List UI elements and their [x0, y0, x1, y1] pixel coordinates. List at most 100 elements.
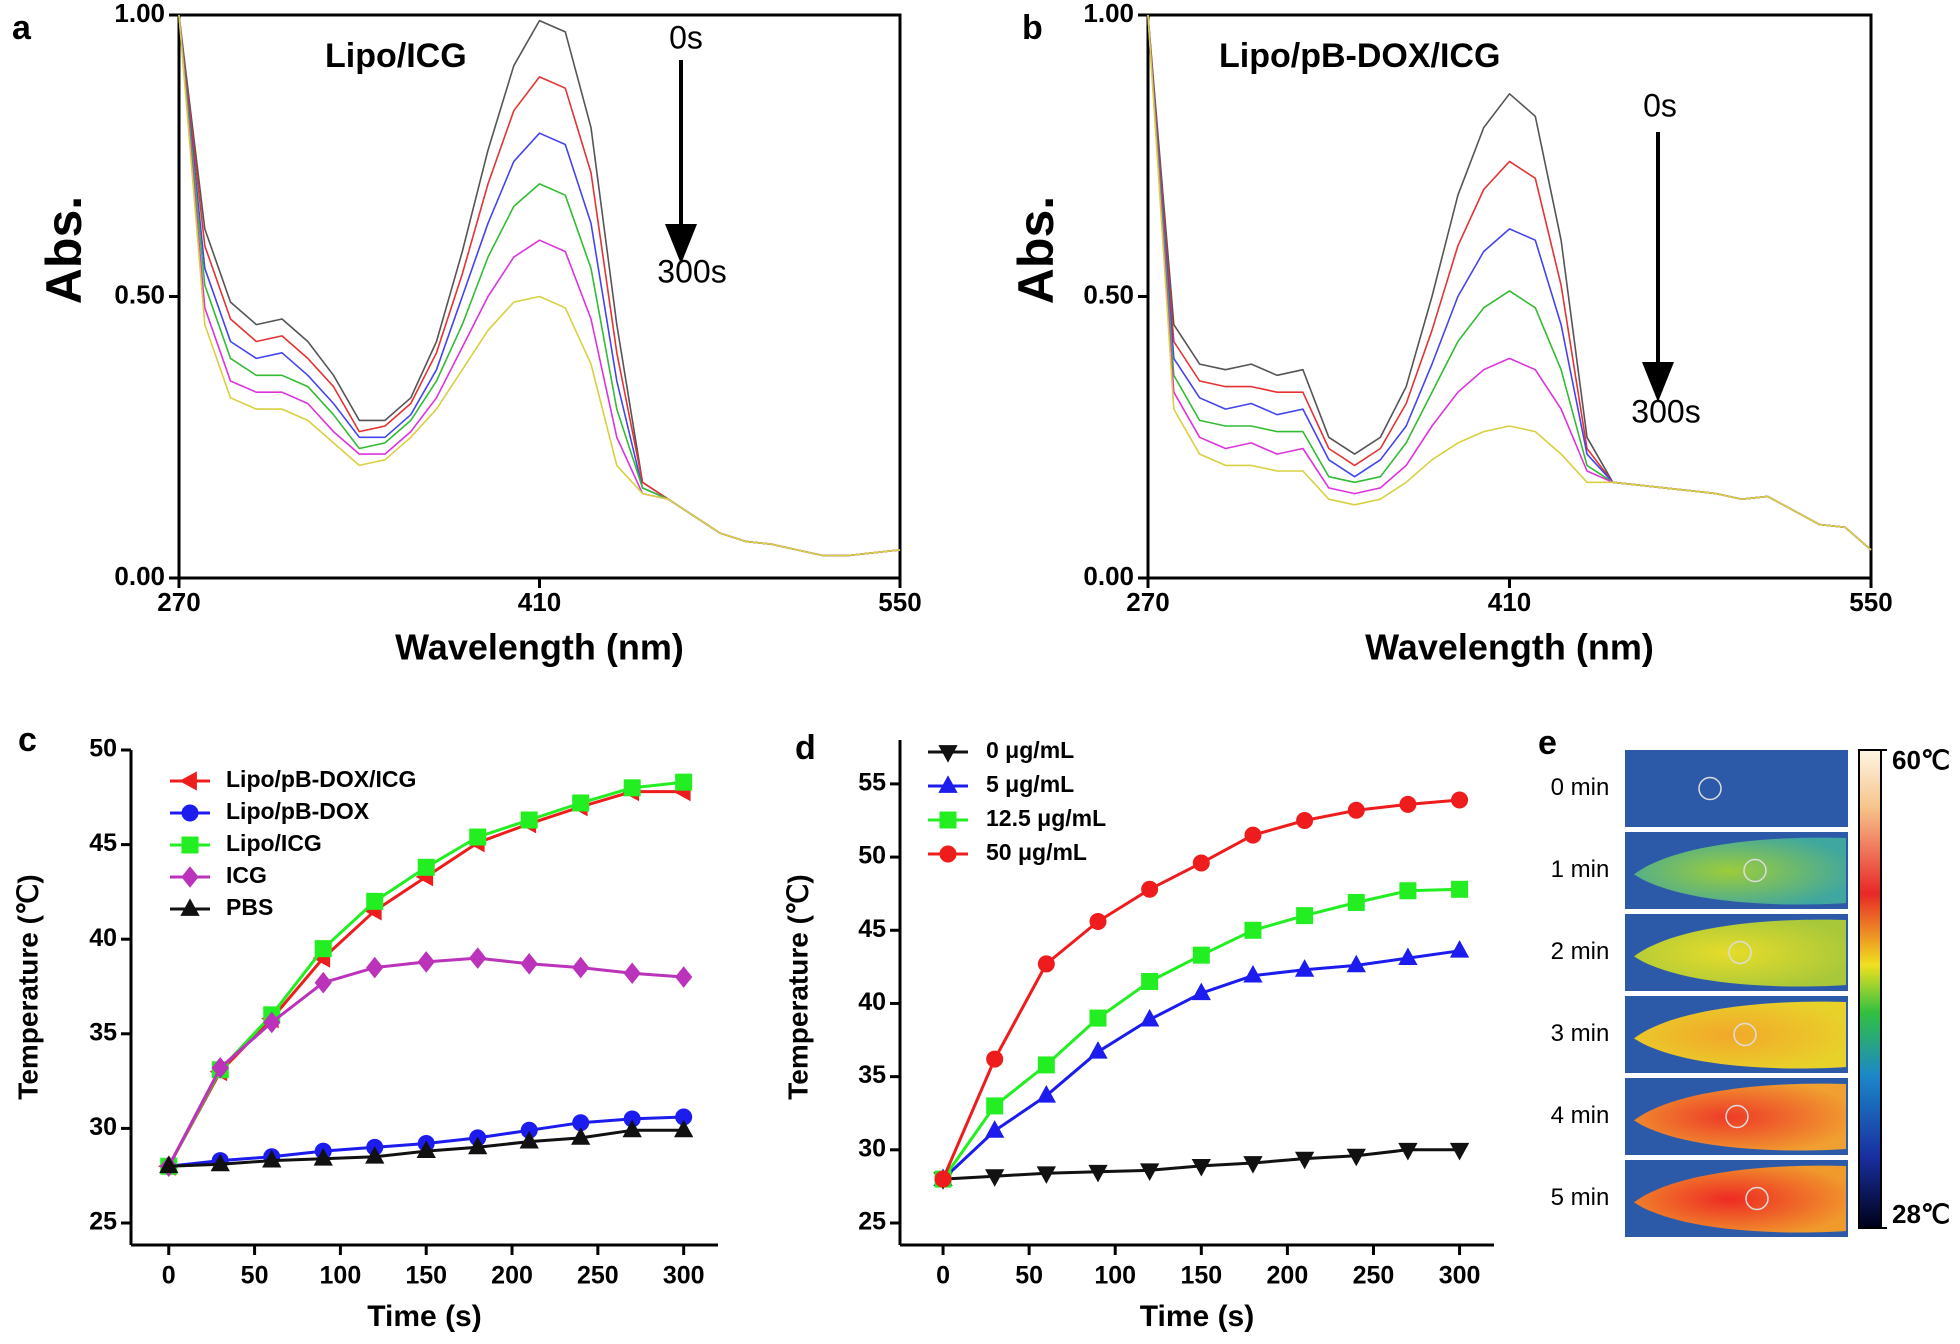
legend-label: Lipo/pB-DOX/ICG: [226, 766, 416, 792]
y-tick-label: 50: [858, 842, 886, 870]
marker: [1451, 791, 1469, 809]
marker: [1347, 893, 1365, 911]
roi-circle: [1745, 1186, 1769, 1211]
marker: [313, 1148, 333, 1166]
heat-spot: [1634, 837, 1846, 905]
marker: [1451, 880, 1469, 898]
marker: [1036, 1085, 1056, 1103]
legend-label: 12.5 μg/mL: [986, 805, 1106, 831]
heat-spot: [1634, 1165, 1846, 1233]
marker: [622, 1119, 642, 1138]
marker: [520, 952, 538, 975]
roi-circle: [1728, 940, 1752, 965]
legend-label: ICG: [226, 862, 267, 888]
y-tick-label: 45: [858, 915, 886, 943]
marker: [159, 1155, 179, 1174]
marker: [1449, 940, 1470, 958]
marker: [314, 940, 332, 958]
series-line: [178, 14, 901, 557]
series-line: [1147, 14, 1872, 551]
roi-circle: [1698, 776, 1722, 801]
heat-spot: [1634, 1001, 1846, 1069]
marker: [1244, 826, 1262, 844]
marker: [1191, 982, 1211, 1001]
series-line: [1147, 14, 1872, 551]
x-tick-label: 270: [1126, 587, 1169, 617]
colorbar-label: 28℃: [1892, 1199, 1950, 1229]
marker: [468, 1136, 488, 1155]
panel-label: a: [12, 9, 32, 47]
marker: [986, 1097, 1004, 1115]
marker: [1244, 921, 1262, 939]
series-line: [178, 14, 901, 557]
marker: [623, 779, 641, 797]
marker: [675, 966, 693, 988]
marker: [1398, 1142, 1418, 1161]
marker: [417, 858, 435, 876]
series-line: [1147, 14, 1872, 551]
marker: [985, 1169, 1005, 1187]
y-axis-title: Temperature (℃): [12, 874, 43, 1099]
frame-label: 2 min: [1551, 938, 1610, 965]
series-line: [1147, 14, 1872, 551]
x-tick-label: 550: [1849, 587, 1892, 617]
annotation: Lipo/pB-DOX/ICG: [1219, 37, 1500, 75]
y-tick-label: 35: [89, 1018, 117, 1046]
x-tick-label: 410: [1488, 587, 1531, 617]
x-tick-label: 250: [577, 1262, 619, 1290]
y-tick-label: 55: [858, 769, 886, 797]
x-tick-label: 0: [936, 1262, 950, 1290]
marker: [365, 1146, 385, 1164]
y-tick-label: 35: [858, 1061, 886, 1089]
annotation: 0s: [1643, 87, 1677, 123]
y-axis-title: Temperature (℃): [782, 874, 813, 1099]
y-tick-label: 30: [858, 1134, 886, 1162]
x-axis-title: Time (s): [367, 1300, 481, 1333]
y-tick-label: 30: [89, 1113, 117, 1141]
x-tick-label: 550: [878, 587, 921, 617]
marker: [985, 1120, 1005, 1138]
y-axis-title: Abs.: [36, 196, 92, 304]
roi-circle: [1725, 1104, 1749, 1129]
marker: [366, 892, 384, 910]
x-tick-label: 300: [663, 1262, 705, 1290]
y-tick-label: 1.00: [114, 0, 165, 28]
legend-label: PBS: [226, 894, 273, 920]
marker: [986, 1050, 1004, 1068]
annotation: 300s: [1631, 393, 1700, 429]
thermal-frame: [1625, 750, 1848, 827]
marker: [1399, 795, 1417, 813]
legend-label: Lipo/ICG: [226, 830, 322, 856]
y-tick-label: 0.00: [1083, 561, 1134, 591]
x-axis-title: Time (s): [1140, 1300, 1254, 1333]
legend-marker: [181, 836, 199, 854]
marker: [1089, 1009, 1107, 1027]
x-tick-label: 270: [157, 587, 200, 617]
y-tick-label: 0.50: [1083, 279, 1134, 309]
marker: [210, 1153, 230, 1172]
x-tick-label: 150: [1180, 1262, 1222, 1290]
marker: [1398, 947, 1418, 965]
x-tick-label: 200: [491, 1262, 533, 1290]
marker: [1141, 880, 1159, 898]
x-axis-title: Wavelength (nm): [1365, 627, 1654, 668]
marker: [675, 773, 693, 791]
marker: [1088, 1041, 1108, 1059]
marker: [1037, 1056, 1055, 1074]
marker: [1037, 955, 1055, 973]
frame-label: 0 min: [1551, 774, 1610, 801]
marker: [469, 947, 487, 969]
x-tick-label: 410: [518, 587, 561, 617]
y-tick-label: 0.50: [114, 279, 165, 309]
marker: [1140, 1008, 1160, 1027]
marker: [1141, 973, 1159, 990]
legend-label: Lipo/pB-DOX: [226, 798, 370, 824]
marker: [1296, 812, 1314, 829]
marker: [314, 971, 332, 994]
x-tick-label: 50: [1015, 1262, 1043, 1290]
marker: [366, 956, 384, 979]
y-tick-label: 45: [89, 829, 117, 857]
series-line: [1147, 14, 1872, 551]
legend-marker: [938, 775, 958, 793]
